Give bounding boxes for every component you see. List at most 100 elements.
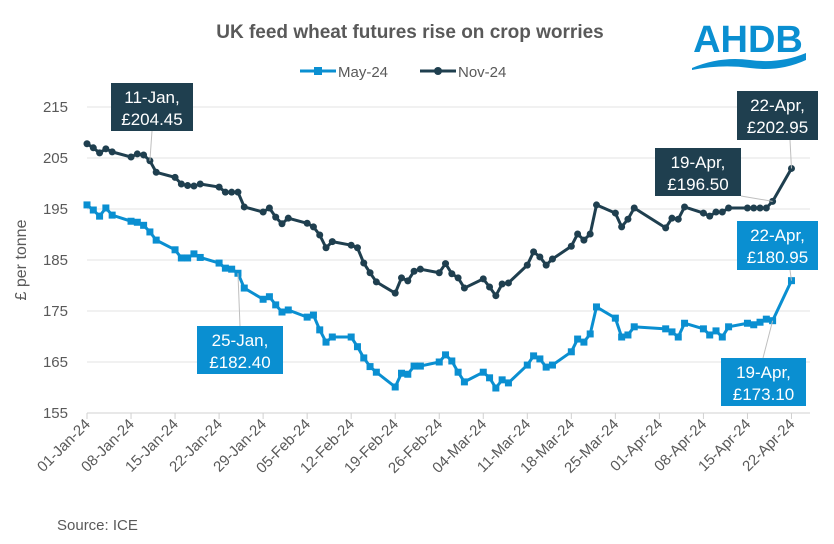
- annotation-leader: [789, 269, 792, 281]
- data-point: [171, 246, 179, 254]
- data-point: [504, 379, 512, 387]
- data-point: [750, 321, 758, 329]
- data-point: [442, 260, 450, 268]
- data-point: [322, 244, 330, 252]
- annotation-box: [197, 326, 283, 374]
- data-point: [498, 376, 506, 384]
- data-point: [530, 248, 538, 256]
- data-point: [586, 330, 594, 338]
- data-point: [580, 236, 588, 244]
- data-point: [523, 361, 531, 369]
- data-point: [140, 221, 148, 229]
- data-point: [190, 250, 198, 258]
- data-point: [699, 325, 707, 333]
- annotation-date: 22-Apr,: [750, 96, 805, 115]
- data-point: [725, 204, 733, 212]
- data-point: [372, 368, 380, 376]
- data-point: [460, 378, 468, 386]
- data-point: [328, 333, 336, 341]
- y-tick-label: 175: [43, 303, 68, 320]
- data-point: [410, 362, 418, 370]
- chart-title: UK feed wheat futures rise on crop worri…: [216, 22, 603, 43]
- annotation-leader: [762, 320, 774, 359]
- data-point: [624, 331, 632, 339]
- data-point: [353, 343, 361, 351]
- data-point: [215, 183, 223, 191]
- data-point: [574, 230, 582, 238]
- data-point: [699, 209, 707, 217]
- data-point: [416, 362, 424, 370]
- data-point: [108, 148, 116, 156]
- data-point: [89, 144, 97, 152]
- annotation-leader: [789, 139, 792, 169]
- data-point: [479, 368, 487, 376]
- data-point: [611, 209, 619, 217]
- logo-swoosh: [692, 53, 806, 70]
- annotation-value: £202.95: [747, 118, 808, 137]
- data-point: [146, 228, 154, 236]
- data-point: [542, 363, 550, 371]
- data-point: [278, 220, 286, 228]
- data-point: [398, 369, 405, 377]
- data-point: [536, 355, 544, 363]
- data-point: [127, 153, 135, 161]
- data-point: [592, 201, 600, 209]
- data-point: [718, 208, 726, 216]
- data-point: [234, 188, 242, 196]
- data-point: [479, 275, 487, 283]
- data-point: [391, 383, 399, 391]
- annotation-nov-24-2024-04-19: 19-Apr, £196.50: [655, 148, 741, 196]
- data-point: [662, 325, 670, 333]
- data-point: [681, 203, 689, 211]
- logo-text: AHDB: [693, 19, 803, 61]
- annotation-value: £180.95: [747, 248, 808, 267]
- annotation-leader: [149, 130, 153, 161]
- data-point: [102, 145, 110, 153]
- data-point: [372, 278, 380, 286]
- legend-marker-may: [314, 67, 322, 75]
- data-point: [712, 208, 720, 216]
- data-point: [184, 254, 192, 262]
- data-point: [548, 361, 556, 369]
- data-point: [460, 284, 468, 292]
- data-point: [416, 265, 424, 273]
- annotation-nov-24-2024-01-11: 11-Jan, £204.45: [111, 83, 193, 131]
- data-point: [574, 335, 582, 343]
- data-point: [398, 274, 405, 282]
- data-point: [328, 238, 336, 246]
- y-tick-label: 205: [43, 150, 68, 167]
- data-point: [435, 269, 443, 277]
- data-point: [404, 370, 412, 378]
- data-point: [228, 188, 236, 196]
- ahdb-logo: AHDB: [692, 19, 806, 70]
- data-point: [442, 351, 450, 359]
- legend-label-may: May-24: [338, 64, 388, 81]
- annotation-date: 25-Jan,: [212, 331, 269, 350]
- data-point: [284, 214, 292, 222]
- data-point: [567, 348, 575, 356]
- data-point: [190, 182, 198, 190]
- annotation-box: [737, 221, 818, 270]
- data-point: [580, 338, 588, 346]
- data-point: [96, 212, 104, 220]
- annotation-box: [737, 91, 818, 140]
- data-point: [171, 173, 179, 181]
- data-point: [611, 314, 619, 322]
- data-point: [102, 204, 110, 212]
- annotation-nov-24-2024-04-22: 22-Apr, £202.95: [737, 91, 818, 140]
- annotation-date: 19-Apr,: [736, 363, 791, 382]
- data-point: [152, 168, 160, 176]
- data-point: [228, 265, 236, 273]
- data-point: [618, 223, 626, 231]
- data-point: [762, 204, 770, 212]
- data-point: [725, 323, 733, 331]
- data-point: [284, 306, 292, 314]
- data-point: [272, 301, 280, 309]
- data-point: [309, 311, 317, 319]
- data-point: [618, 333, 626, 341]
- data-point: [762, 315, 770, 323]
- data-point: [743, 319, 751, 327]
- data-point: [624, 215, 632, 223]
- data-point: [303, 313, 311, 321]
- data-point: [674, 215, 682, 223]
